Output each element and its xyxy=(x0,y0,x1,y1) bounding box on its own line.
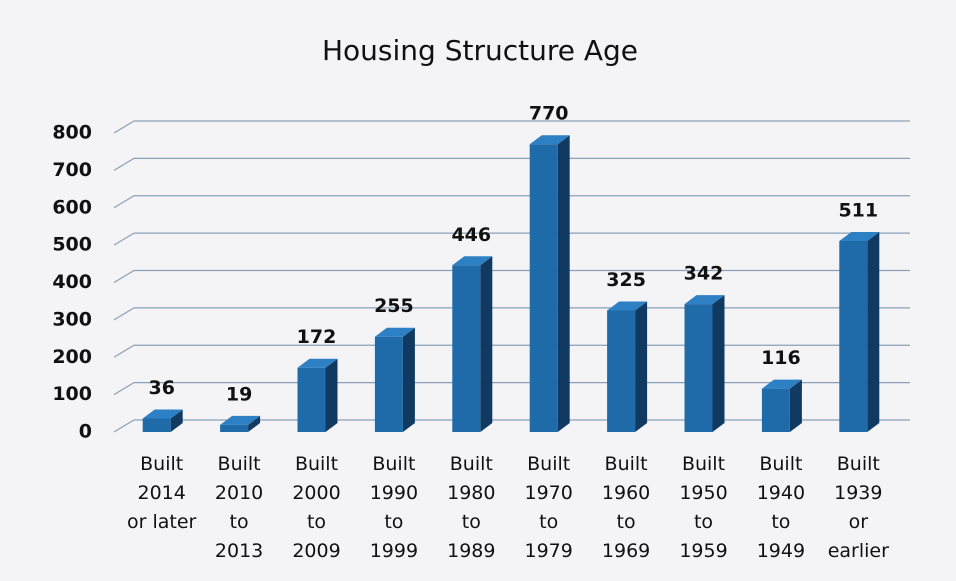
bar-top xyxy=(839,232,880,242)
data-label: 342 xyxy=(684,263,724,285)
bar-side xyxy=(712,295,725,432)
data-label: 446 xyxy=(451,224,491,246)
bar-side xyxy=(635,301,648,432)
y-tick-label: 300 xyxy=(52,308,92,330)
bar-side xyxy=(557,135,570,432)
bar-side xyxy=(325,358,338,432)
bar-side xyxy=(402,327,415,432)
data-label: 325 xyxy=(606,269,646,291)
grid-line xyxy=(113,269,910,284)
bar-front xyxy=(607,310,636,432)
bar xyxy=(374,327,415,432)
x-tick-label: Built 1970 to 1979 xyxy=(524,453,573,562)
bar-front xyxy=(839,241,868,432)
bar xyxy=(452,256,493,432)
bar-front xyxy=(529,144,558,432)
y-tick-label: 200 xyxy=(52,346,92,368)
grid-line xyxy=(113,157,910,171)
y-tick-label: 0 xyxy=(79,421,92,443)
grid-line xyxy=(113,419,910,433)
bar xyxy=(684,295,725,432)
y-tick-label: 500 xyxy=(52,234,92,256)
bar-side xyxy=(480,256,493,432)
bar-front xyxy=(297,367,326,432)
bar-top xyxy=(684,295,725,305)
grid-line xyxy=(113,232,910,246)
grid-line xyxy=(113,382,910,396)
bar-front xyxy=(220,424,249,432)
y-tick-label: 100 xyxy=(52,383,92,405)
bar-front xyxy=(374,336,403,432)
bar-side xyxy=(170,409,183,432)
bar xyxy=(297,358,338,432)
data-label: 116 xyxy=(761,347,801,369)
x-tick-label: Built 1940 to 1949 xyxy=(756,453,806,562)
bar-front xyxy=(761,388,790,432)
bar-top xyxy=(374,327,415,337)
x-tick-label: Built 1980 to 1989 xyxy=(447,453,496,562)
y-tick-label: 700 xyxy=(52,159,92,181)
data-label: 255 xyxy=(374,295,414,317)
grid-line xyxy=(113,120,910,134)
y-tick-label: 400 xyxy=(52,271,92,293)
bar xyxy=(142,409,183,432)
bar-front xyxy=(452,265,481,432)
y-tick-label: 600 xyxy=(52,196,92,218)
x-tick-label: Built 1939 or earlier xyxy=(827,453,889,562)
bar-top xyxy=(452,256,493,266)
bar xyxy=(761,379,802,432)
bar-side xyxy=(789,379,802,432)
bar-side xyxy=(867,232,880,432)
bar-top xyxy=(761,379,802,389)
x-tick-label: Built 2000 to 2009 xyxy=(292,453,341,562)
x-tick-label: Built 2010 to 2013 xyxy=(214,453,264,562)
bar xyxy=(839,232,880,432)
bar-top xyxy=(297,358,338,368)
data-label: 172 xyxy=(297,326,337,348)
bar-side xyxy=(248,415,261,432)
bar-top xyxy=(220,415,261,425)
chart-title: Housing Structure Age xyxy=(322,34,638,67)
bar xyxy=(220,415,261,432)
data-label: 770 xyxy=(529,103,569,125)
x-tick-label: Built 1950 to 1959 xyxy=(679,453,728,562)
bar-top xyxy=(607,301,648,311)
bar-top xyxy=(529,135,570,145)
bar xyxy=(529,135,570,432)
grid-line xyxy=(113,344,910,358)
bar-top xyxy=(142,409,183,419)
x-tick-label: Built 1990 to 1999 xyxy=(369,453,419,562)
y-tick-label: 800 xyxy=(52,122,92,144)
x-tick-label: Built 1960 to 1969 xyxy=(601,453,651,562)
grid-line xyxy=(113,195,910,209)
data-label: 19 xyxy=(226,383,252,405)
data-label: 36 xyxy=(148,377,174,399)
grid-line xyxy=(113,307,910,321)
bar-front xyxy=(684,304,713,432)
x-tick-label: Built 2014 or later xyxy=(127,453,197,533)
bar-front xyxy=(142,418,171,432)
data-label: 511 xyxy=(838,200,878,222)
bar xyxy=(607,301,648,432)
